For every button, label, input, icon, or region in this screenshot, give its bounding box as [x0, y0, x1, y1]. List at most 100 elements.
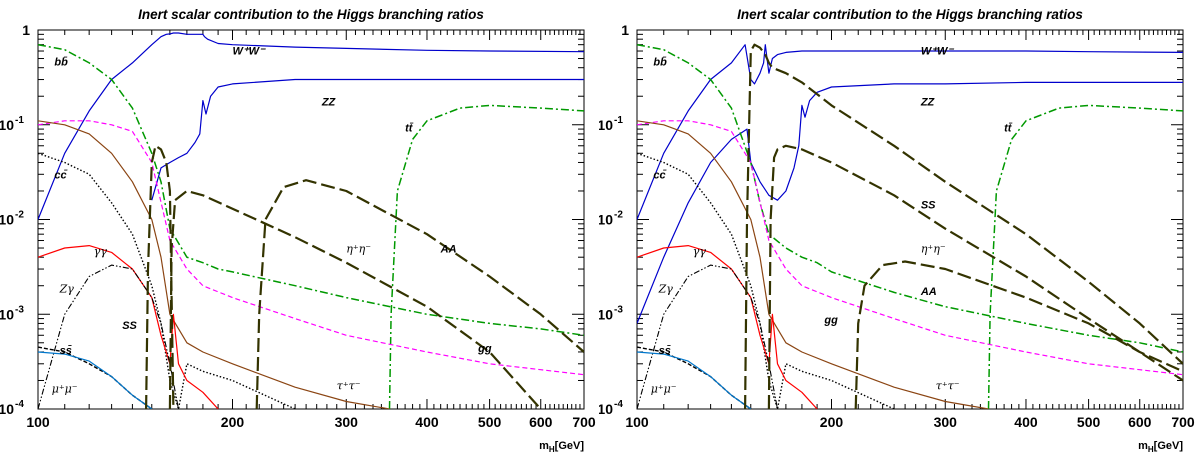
curve-label-ss: SS: [921, 200, 936, 212]
plot-frame: [37, 29, 585, 410]
chart-panel-left: Inert scalar contribution to the Higgs b…: [0, 7, 596, 454]
curve-label-wpluswminus: W⁺W⁻: [921, 46, 955, 58]
curve-label-zgamma: Zγ: [59, 282, 75, 295]
series-wpluswminus: [637, 44, 1183, 220]
x-tick-label: 200: [820, 414, 844, 430]
y-tick-label: 1: [621, 22, 629, 38]
y-tick-label: 10 -1: [599, 115, 623, 133]
x-tick-label: 500: [478, 414, 502, 430]
plot-frame: [636, 29, 1184, 410]
series-tauplustauminus: [637, 120, 989, 409]
x-tick-label: 100: [625, 414, 649, 430]
series-aa: [854, 260, 1183, 409]
curve-label-etaplusetaminus: η⁺η⁻: [346, 242, 371, 255]
x-axis-label: mH[GeV]: [1138, 440, 1183, 454]
series-etaplusetaminus: [767, 144, 1183, 409]
y-tick-label: 10 -3: [599, 304, 623, 322]
curve-label-zz: ZZ: [920, 96, 936, 108]
x-axis-label: mH[GeV]: [539, 440, 584, 454]
branching-ratio-chart-left: Inert scalar contribution to the Higgs b…: [0, 7, 596, 454]
curve-label-bbbar: bb̄: [653, 56, 667, 68]
series-ttbar: [388, 104, 584, 409]
y-tick-base: 10: [0, 117, 14, 133]
series-zgamma: [38, 264, 180, 409]
branching-ratio-chart-right: Inert scalar contribution to the Higgs b…: [599, 7, 1195, 454]
curve-label-tauplustauminus: τ⁺τ⁻: [936, 380, 960, 393]
curve-label-gg: gg: [823, 314, 838, 326]
y-tick-exponent: -4: [15, 399, 24, 410]
x-tick-label: 700: [572, 414, 596, 430]
curve-label-etaplusetaminus: η⁺η⁻: [921, 242, 946, 255]
series-muplusmuminus: [38, 351, 153, 409]
series-gg: [637, 120, 1183, 376]
y-tick-exponent: -3: [15, 304, 24, 315]
series-aa: [255, 179, 584, 409]
y-tick-label: 10 -4: [599, 399, 623, 417]
series-ss: [744, 43, 1183, 409]
curve-label-ccbar: cc̄: [54, 169, 68, 181]
x-tick-label: 700: [1171, 414, 1195, 430]
x-tick-label: 300: [335, 414, 359, 430]
y-tick-label: 10 -2: [0, 210, 24, 228]
series-gammagamma: [38, 245, 219, 409]
series-group: [38, 32, 584, 409]
curve-label-aa: AA: [440, 243, 457, 255]
series-ttbar: [987, 104, 1183, 409]
chart-title: Inert scalar contribution to the Higgs b…: [737, 7, 1083, 22]
series-ccbar: [637, 152, 895, 409]
curve-label-ttbar: tt̄: [1004, 122, 1013, 134]
series-muplusmuminus: [637, 351, 752, 409]
curve-label-ssbar: ss̄: [659, 345, 671, 357]
x-tick-label: 300: [934, 414, 958, 430]
y-tick-label: 1: [22, 22, 30, 38]
x-tick-label: 500: [1077, 414, 1101, 430]
series-zgamma: [637, 264, 779, 409]
y-tick-exponent: -1: [15, 115, 24, 126]
y-tick-label: 10 -4: [0, 399, 24, 417]
y-tick-base: 1: [621, 22, 629, 38]
series-group: [637, 43, 1183, 409]
y-tick-label: 10 -3: [0, 304, 24, 322]
y-tick-base: 10: [0, 306, 14, 322]
x-tick-label: 600: [529, 414, 553, 430]
curve-label-ss: SS: [122, 320, 137, 332]
x-tick-label: 100: [26, 414, 50, 430]
curve-label-gammagamma: γγ: [94, 245, 108, 258]
curve-label-gammagamma: γγ: [693, 245, 707, 258]
series-tauplustauminus: [38, 120, 390, 409]
series-zz: [637, 81, 1183, 324]
curve-label-muplusmuminus: μ⁺μ⁻: [651, 382, 677, 395]
y-tick-label: 10 -1: [0, 115, 24, 133]
chart-panel-right: Inert scalar contribution to the Higgs b…: [599, 0, 1198, 462]
chart-title: Inert scalar contribution to the Higgs b…: [138, 7, 484, 22]
y-tick-exponent: -2: [15, 210, 24, 221]
x-tick-label: 400: [1014, 414, 1038, 430]
y-tick-exponent: -2: [614, 210, 623, 221]
x-tick-label: 200: [221, 414, 245, 430]
curve-label-tauplustauminus: τ⁺τ⁻: [337, 380, 361, 393]
series-bbbar: [38, 43, 584, 337]
y-tick-base: 10: [0, 212, 14, 228]
y-tick-base: 1: [22, 22, 30, 38]
series-gg: [38, 120, 584, 376]
curve-label-muplusmuminus: μ⁺μ⁻: [52, 382, 78, 395]
curve-label-zz: ZZ: [321, 96, 337, 108]
series-etaplusetaminus: [168, 189, 542, 409]
curve-label-ttbar: tt̄: [405, 122, 414, 134]
y-tick-label: 10 -2: [599, 210, 623, 228]
curve-label-ccbar: cc̄: [653, 169, 667, 181]
series-wpluswminus: [38, 32, 584, 220]
y-tick-base: 10: [0, 401, 14, 417]
y-tick-exponent: -1: [614, 115, 623, 126]
series-bbbar: [637, 43, 1183, 353]
curve-label-zgamma: Zγ: [658, 282, 674, 295]
series-ss: [145, 144, 175, 409]
series-gammagamma: [637, 245, 818, 409]
curve-label-bbbar: bb̄: [54, 56, 68, 68]
y-tick-base: 10: [599, 401, 613, 417]
series-zz: [151, 78, 584, 201]
x-tick-label: 600: [1128, 414, 1152, 430]
y-tick-exponent: -4: [614, 399, 623, 410]
curve-label-wpluswminus: W⁺W⁻: [232, 46, 266, 58]
y-tick-base: 10: [599, 117, 613, 133]
